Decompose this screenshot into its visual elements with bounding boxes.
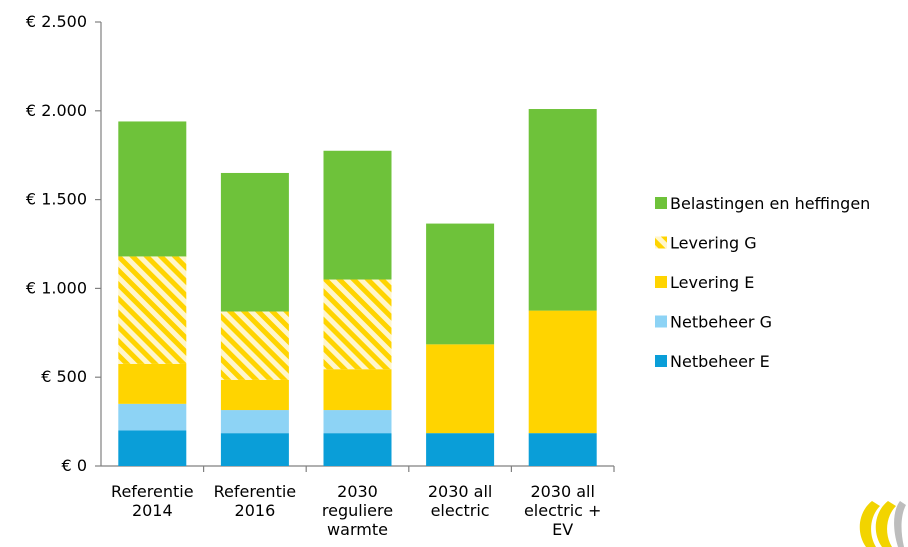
legend-label: Netbeheer G [670,313,772,332]
bar-segment-netbeheer-g [118,404,186,431]
bar-segment-belastingen-en-heffingen [426,224,494,345]
logo [860,501,906,547]
bar-segment-belastingen-en-heffingen [118,121,186,256]
bar-segment-levering-e [118,364,186,404]
legend: Belastingen en heffingen Levering G Leveri… [655,194,870,371]
bar-segment-belastingen-en-heffingen [324,151,392,280]
bar-segment-levering-e [221,380,289,410]
bar-segment-netbeheer-g [221,410,289,433]
bar-segment-levering-e [426,344,494,433]
bar-segment-netbeheer-e [324,433,392,466]
bar-segment-netbeheer-e [221,433,289,466]
y-tick-label: € 2.500 [26,12,87,31]
legend-swatch [655,316,667,328]
bar-segment-netbeheer-e [529,433,597,466]
bar-segment-netbeheer-g [324,410,392,433]
bar-segment-belastingen-en-heffingen [221,173,289,312]
x-category-label: Referentie 2016 [214,482,297,520]
bar-segment-belastingen-en-heffingen [529,109,597,311]
legend-swatch [655,355,667,367]
x-category-label: 2030 all electric + EV [524,482,602,539]
bar-segment-levering-e [324,369,392,410]
legend-label: Belastingen en heffingen [670,194,870,213]
y-tick-label: € 1.500 [26,190,87,209]
bar-segment-levering-g [118,256,186,363]
legend-label: Levering E [670,273,754,292]
x-category-label: 2030 reguliere warmte [322,482,393,539]
bar-segment-netbeheer-e [426,433,494,466]
x-category-label: 2030 all electric [428,482,493,520]
legend-label: Netbeheer E [670,352,770,371]
bar-segment-levering-g [221,311,289,379]
legend-label: Levering G [670,234,757,253]
y-tick-label: € 500 [41,367,87,386]
y-tick-label: € 2.000 [26,101,87,120]
legend-swatch [655,197,667,209]
bar-segment-levering-g [324,280,392,370]
y-tick-label: € 1.000 [26,278,87,297]
bar-segment-netbeheer-e [118,430,186,466]
legend-swatch [655,276,667,288]
y-tick-label: € 0 [62,456,87,475]
legend-swatch [655,237,667,249]
x-category-label: Referentie 2014 [111,482,194,520]
plot-area: € 0 € 500 € 1.000 € 1.500 € 2.000 € 2.500 Refe… [26,12,614,539]
bar-segment-levering-e [529,311,597,434]
